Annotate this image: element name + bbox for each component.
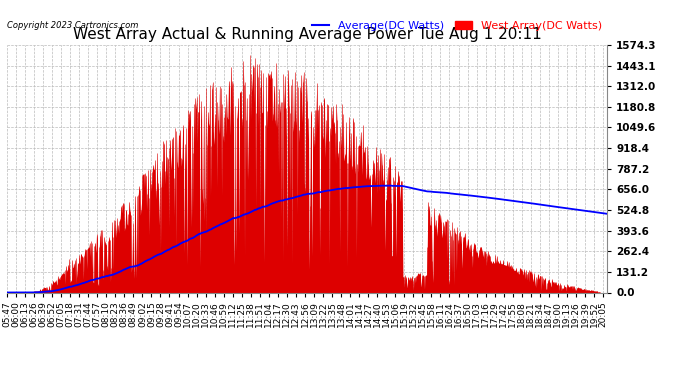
- Text: Copyright 2023 Cartronics.com: Copyright 2023 Cartronics.com: [7, 21, 138, 30]
- Title: West Array Actual & Running Average Power Tue Aug 1 20:11: West Array Actual & Running Average Powe…: [72, 27, 542, 42]
- Legend: Average(DC Watts), West Array(DC Watts): Average(DC Watts), West Array(DC Watts): [312, 21, 602, 31]
